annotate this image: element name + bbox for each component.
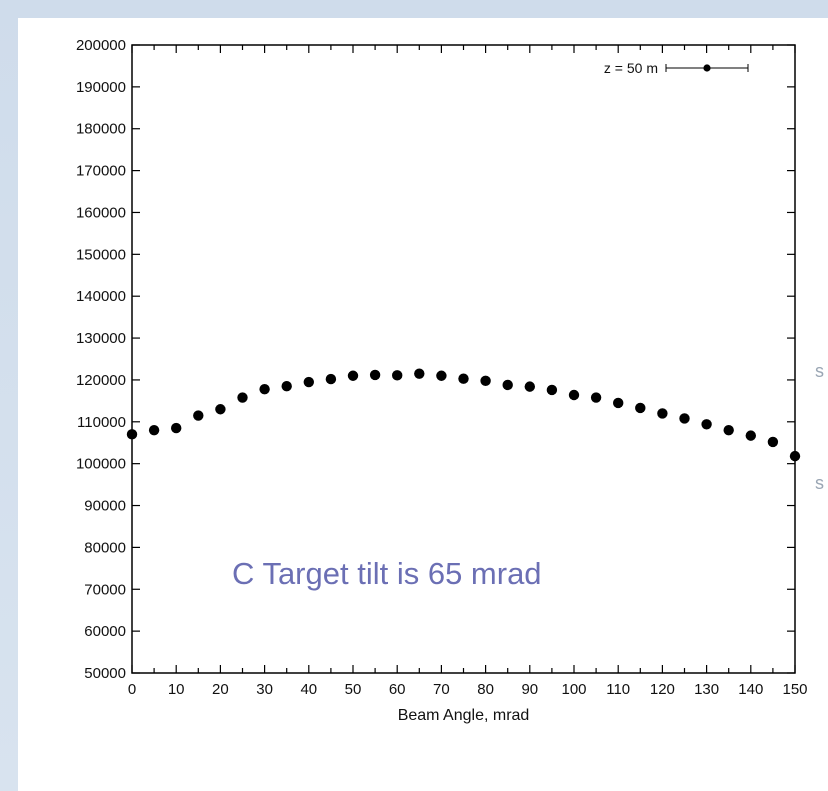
x-axis-ticks: 0 10 20 30 40 50 60 70 80 90 100 110 120 130 140 150 bbox=[128, 45, 808, 698]
data-point bbox=[171, 422, 182, 434]
x-axis-label: Beam Angle, mrad bbox=[398, 707, 530, 724]
x-tick-label: 40 bbox=[300, 681, 317, 698]
data-point bbox=[215, 404, 226, 415]
x-tick-label: 20 bbox=[212, 681, 229, 698]
data-point bbox=[613, 397, 624, 409]
y-tick-label: 190000 bbox=[76, 79, 126, 96]
y-tick-label: 90000 bbox=[84, 498, 126, 515]
data-point bbox=[148, 424, 160, 436]
data-point bbox=[502, 379, 513, 391]
x-tick-label: 70 bbox=[433, 681, 450, 698]
data-point bbox=[767, 436, 779, 448]
data-point bbox=[524, 381, 535, 392]
data-point bbox=[414, 368, 425, 379]
legend-marker bbox=[703, 64, 711, 72]
data-point bbox=[679, 413, 690, 424]
y-tick-label: 110000 bbox=[77, 414, 126, 431]
y-tick-label: 80000 bbox=[84, 539, 126, 556]
data-points bbox=[126, 368, 801, 462]
x-tick-label: 0 bbox=[128, 681, 136, 698]
x-tick-label: 120 bbox=[650, 681, 675, 698]
data-point bbox=[701, 419, 712, 430]
y-tick-label: 180000 bbox=[76, 121, 126, 138]
edge-fragment-bottom: s bbox=[815, 473, 824, 493]
data-point bbox=[303, 376, 314, 388]
data-point bbox=[568, 389, 580, 401]
x-tick-label: 90 bbox=[521, 681, 538, 698]
data-point bbox=[590, 392, 602, 403]
y-tick-label: 120000 bbox=[76, 372, 126, 389]
data-point bbox=[237, 392, 248, 403]
y-tick-label: 150000 bbox=[76, 246, 126, 263]
x-tick-label: 140 bbox=[738, 681, 763, 698]
y-tick-label: 70000 bbox=[84, 581, 126, 598]
data-point bbox=[635, 402, 646, 414]
data-point bbox=[193, 410, 204, 421]
x-tick-label: 130 bbox=[694, 681, 719, 698]
data-point bbox=[436, 370, 447, 381]
data-point bbox=[657, 408, 668, 419]
y-tick-label: 170000 bbox=[76, 163, 126, 180]
x-tick-label: 60 bbox=[389, 681, 406, 698]
y-axis-ticks: 50000 60000 70000 80000 90000 100000 110000 120… bbox=[76, 37, 795, 682]
x-tick-label: 100 bbox=[561, 681, 586, 698]
y-tick-label: 140000 bbox=[76, 288, 126, 305]
data-point bbox=[347, 370, 359, 381]
data-point bbox=[723, 424, 734, 436]
plot-frame bbox=[131, 44, 796, 674]
x-tick-label: 50 bbox=[345, 681, 362, 698]
data-point bbox=[259, 383, 270, 395]
legend: z = 50 m bbox=[604, 60, 749, 76]
chart-panel: 50000 60000 70000 80000 90000 100000 110000 120… bbox=[18, 18, 828, 791]
y-tick-label: 200000 bbox=[76, 37, 126, 54]
data-point bbox=[745, 430, 756, 441]
data-point bbox=[480, 375, 491, 386]
data-point bbox=[369, 369, 381, 381]
data-point bbox=[392, 370, 403, 381]
edge-fragment-top: s bbox=[815, 361, 824, 381]
data-point bbox=[281, 381, 292, 392]
y-tick-label: 160000 bbox=[76, 204, 126, 221]
data-point bbox=[458, 373, 469, 384]
x-tick-label: 10 bbox=[168, 681, 185, 698]
x-tick-label: 110 bbox=[606, 681, 630, 698]
x-tick-label: 30 bbox=[256, 681, 273, 698]
data-point bbox=[325, 373, 337, 385]
y-tick-label: 50000 bbox=[84, 665, 126, 682]
y-tick-label: 130000 bbox=[76, 330, 126, 347]
annotation-text: C Target tilt is 65 mrad bbox=[232, 556, 542, 591]
x-tick-label: 80 bbox=[477, 681, 494, 698]
y-tick-label: 60000 bbox=[84, 623, 126, 640]
legend-label: z = 50 m bbox=[604, 60, 658, 76]
data-point bbox=[546, 384, 558, 396]
x-tick-label: 150 bbox=[782, 681, 807, 698]
y-tick-label: 100000 bbox=[76, 456, 126, 473]
beam-angle-chart: 50000 60000 70000 80000 90000 100000 110000 120… bbox=[76, 37, 808, 724]
